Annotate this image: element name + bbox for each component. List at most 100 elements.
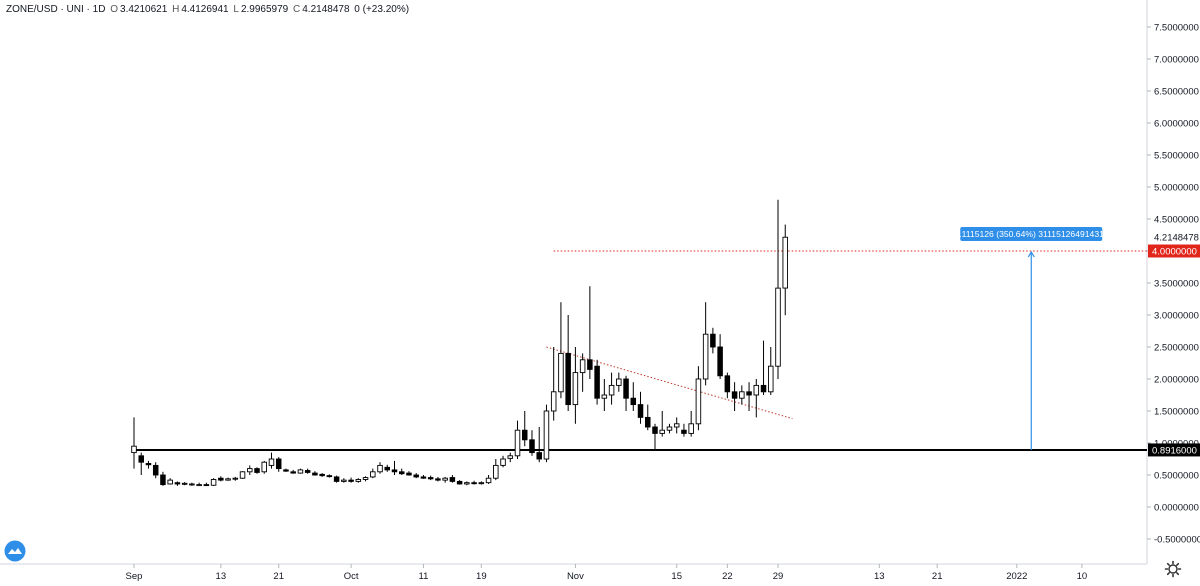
candle-up [442, 477, 448, 481]
candle-up [464, 482, 470, 485]
candle-down [710, 333, 716, 348]
candle-up [239, 471, 246, 479]
tradingview-logo-icon[interactable] [4, 540, 26, 562]
trend-line [546, 346, 793, 420]
candle-up [601, 394, 608, 399]
candle-up [362, 477, 369, 480]
x-tick-label: 19 [476, 571, 487, 581]
candle-up [500, 458, 506, 466]
open-key: O [110, 4, 119, 15]
y-tick-label: 5.5000000 [1154, 151, 1199, 162]
candle-down [326, 475, 333, 478]
y-tick-label: 2.0000000 [1154, 375, 1199, 386]
y-tick-label: -0.5000000 [1154, 535, 1200, 546]
candle-up [702, 333, 709, 380]
x-tick-label: Sep [126, 571, 143, 581]
measure-arrow [1027, 250, 1035, 258]
candle-down [594, 365, 600, 399]
x-tick-label: 11 [419, 571, 429, 581]
support-price-box [1148, 443, 1200, 457]
candle-down [731, 391, 738, 399]
x-tick-label: 2022 [1006, 571, 1027, 581]
x-tick-label: Oct [344, 571, 359, 581]
candle-up [181, 482, 188, 485]
candle-up [739, 391, 745, 399]
candle-down [312, 472, 318, 476]
target-price-label: 4.0000000 [1152, 247, 1197, 258]
candle-up [666, 426, 673, 431]
candle-up [688, 423, 694, 434]
candle-down [391, 469, 398, 473]
candle-up [355, 479, 362, 482]
candle-down [138, 455, 144, 463]
x-tick-label: 29 [773, 571, 784, 581]
y-tick-label: 3.5000000 [1154, 279, 1199, 290]
candle-up [247, 468, 253, 473]
candle-up [493, 464, 499, 479]
candle-down [304, 470, 311, 473]
candle-down [275, 458, 282, 470]
candle-down [587, 359, 593, 370]
y-tick-label: 5.0000000 [1154, 183, 1199, 194]
candle-up [341, 479, 347, 482]
x-tick-label: 22 [722, 571, 733, 581]
candle-down [435, 478, 441, 481]
candle-up [514, 429, 521, 457]
candle-up [579, 359, 586, 374]
candle-down [160, 474, 166, 486]
candle-up [478, 482, 485, 485]
candle-down [760, 384, 767, 393]
candle-up [196, 484, 202, 487]
candle-up [131, 445, 137, 454]
y-tick-label: 3.0000000 [1154, 311, 1199, 322]
high-key: H [172, 4, 180, 15]
y-tick-label: 6.5000000 [1154, 87, 1199, 98]
candle-up [485, 477, 492, 484]
candle-down [406, 472, 412, 476]
y-tick-label: 0.5000000 [1154, 471, 1199, 482]
candle-up [608, 384, 615, 396]
x-tick-label: 21 [273, 571, 284, 581]
x-tick-label: Nov [567, 571, 584, 581]
open-value: 3.4210621 [120, 4, 168, 15]
candle-down [637, 404, 644, 418]
change-value: 0 (+23.20%) [354, 4, 410, 15]
candle-up [695, 378, 702, 425]
y-tick-label: 0.0000000 [1154, 503, 1199, 514]
candle-up [659, 429, 665, 434]
measure-label: 3.1115126 (350.64%) 311151264914311 [954, 229, 1108, 239]
candle-up [261, 461, 267, 473]
candle-down [420, 476, 427, 479]
candle-down [471, 482, 477, 485]
candle-up [370, 471, 376, 478]
candle-down [283, 469, 289, 472]
ohlc-legend: ZONE/USD · UNI · 1D O 3.4210621 H 4.412694… [6, 4, 411, 15]
y-tick-label: 6.0000000 [1154, 119, 1199, 130]
candle-up [550, 391, 557, 412]
candle-down [203, 484, 210, 487]
candle-down [536, 452, 542, 460]
x-tick-label: 10 [1077, 571, 1088, 581]
close-value: 4.2148478 [302, 4, 350, 15]
gear-icon[interactable] [1164, 560, 1182, 578]
candle-down [724, 375, 731, 393]
candle-down [290, 471, 296, 474]
candle-up [558, 352, 564, 393]
x-tick-label: 15 [671, 571, 682, 581]
candle-down [681, 429, 687, 434]
candle-down [717, 346, 723, 377]
candle-up [377, 464, 383, 473]
candle-down [319, 473, 325, 477]
candle-down [427, 477, 434, 480]
candle-down [348, 479, 354, 482]
candle-up [167, 479, 173, 485]
candle-down [254, 468, 260, 473]
candle-up [268, 458, 275, 466]
candle-down [746, 391, 752, 396]
candle-up [189, 483, 195, 486]
candle-up [297, 469, 304, 474]
low-key: L [233, 4, 239, 15]
target-price-box [1148, 244, 1200, 258]
